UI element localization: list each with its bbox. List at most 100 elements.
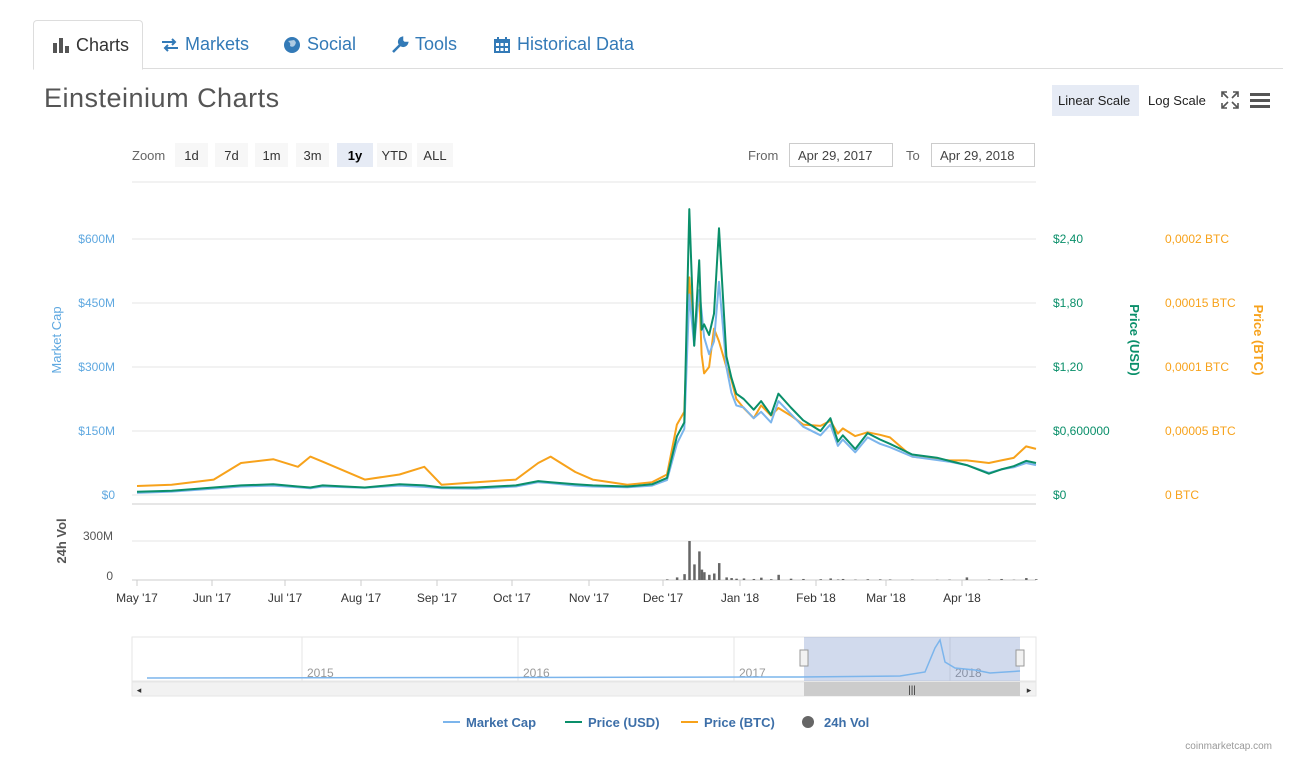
globe-icon <box>283 36 301 54</box>
navigator-series-line <box>146 638 1021 679</box>
volume-bar <box>683 574 686 580</box>
series-line-price-usd- <box>136 208 1037 493</box>
volume-bar <box>735 578 738 580</box>
tab-historical-data[interactable]: Historical Data <box>477 20 650 69</box>
volume-bar <box>866 579 870 580</box>
chart-tabs: Charts Markets Social Tools Historical D… <box>33 20 1283 70</box>
volume-bar <box>841 578 845 580</box>
legend-symbol <box>802 716 814 728</box>
volume-bar <box>819 579 823 580</box>
zoom-all-button[interactable]: ALL <box>417 143 453 167</box>
x-tick-label: Jun '17 <box>193 591 232 605</box>
volume-bar <box>888 579 892 580</box>
menu-icon[interactable] <box>1250 92 1270 113</box>
scrollbar-track <box>131 681 1037 697</box>
linear-scale-button[interactable]: Linear Scale <box>1052 85 1139 116</box>
volume-bar <box>760 577 763 580</box>
scrollbar-grip-icon: ||| <box>908 685 916 696</box>
scrollbar-thumb <box>804 682 1020 696</box>
zoom-1d-button[interactable]: 1d <box>175 143 208 167</box>
log-scale-button[interactable]: Log Scale <box>1148 93 1206 108</box>
volume-bar <box>802 578 805 580</box>
volume-bar <box>708 574 711 580</box>
tab-label: Charts <box>76 34 130 55</box>
tab-label: Historical Data <box>517 34 635 54</box>
page-title: Einsteinium Charts <box>44 83 280 113</box>
x-tick-label: Feb '18 <box>796 591 836 605</box>
y-tick-volume: 0 <box>106 569 113 583</box>
zoom-1y-button[interactable]: 1y <box>337 143 373 167</box>
volume-bar <box>693 564 696 580</box>
to-date-input[interactable]: Apr 29, 2018 <box>931 143 1035 167</box>
scroll-left-arrow-icon: ◂ <box>137 685 142 695</box>
legend-item: Price (USD) <box>588 715 660 730</box>
y-axis-title-volume: 24h Vol <box>54 518 69 563</box>
navigator-year-label: 2015 <box>307 666 334 680</box>
volume-bar <box>717 563 721 580</box>
volume-bar <box>987 579 991 580</box>
navigator-handle-left <box>799 649 809 667</box>
zoom-3m-button[interactable]: 3m <box>296 143 329 167</box>
zoom-1m-button[interactable]: 1m <box>255 143 288 167</box>
navigator <box>131 636 1037 682</box>
wrench-icon <box>391 35 409 54</box>
navigator-year-label: 2016 <box>523 666 550 680</box>
scroll-right-arrow-icon: ▸ <box>1027 685 1032 695</box>
volume-bar <box>713 573 716 580</box>
volume-bar <box>725 577 728 580</box>
tab-label: Markets <box>185 34 250 54</box>
tab-label: Tools <box>415 34 458 54</box>
series-line-price-btc- <box>136 276 1037 487</box>
tab-social[interactable]: Social <box>267 20 372 69</box>
zoom-ytd-button[interactable]: YTD <box>377 143 412 167</box>
legend-item: Price (BTC) <box>704 715 775 730</box>
volume-bar <box>769 579 773 580</box>
y-tick-price-btc: 0,00005 BTC <box>1165 424 1236 438</box>
x-tick-label: Apr '18 <box>943 591 981 605</box>
volume-bar <box>688 541 691 580</box>
y-tick-price-usd: $0 <box>1053 488 1067 502</box>
y-tick-price-btc: 0,0002 BTC <box>1165 232 1229 246</box>
volume-bar <box>675 577 679 580</box>
tab-tools[interactable]: Tools <box>375 20 473 69</box>
navigator-year-label: 2018 <box>955 666 982 680</box>
volume-bar <box>730 578 733 580</box>
volume-bar <box>752 578 756 580</box>
y-tick-market-cap: $300M <box>78 360 115 374</box>
y-axis-title-price-usd: Price (USD) <box>1127 304 1142 376</box>
y-tick-volume: 300M <box>83 529 113 543</box>
fullscreen-icon[interactable] <box>1221 91 1239 114</box>
volume-bar <box>777 574 780 580</box>
y-tick-price-btc: 0,00015 BTC <box>1165 296 1236 310</box>
bar-chart-icon <box>52 37 70 53</box>
y-tick-market-cap: $450M <box>78 296 115 310</box>
x-tick-label: Mar '18 <box>866 591 906 605</box>
y-tick-price-usd: $1,80 <box>1053 296 1083 310</box>
volume-bar <box>742 578 746 580</box>
series-line-market-cap <box>136 280 1037 494</box>
x-tick-label: Sep '17 <box>417 591 458 605</box>
volume-bar <box>965 577 969 580</box>
volume-bar <box>878 579 882 580</box>
y-tick-price-btc: 0 BTC <box>1165 488 1199 502</box>
volume-bar <box>703 572 706 580</box>
zoom-label: Zoom <box>132 148 166 163</box>
volume-bar <box>1000 578 1003 580</box>
volume-bar <box>789 578 793 580</box>
y-tick-market-cap: $600M <box>78 232 115 246</box>
from-date-input[interactable]: Apr 29, 2017 <box>789 143 893 167</box>
navigator-year-label: 2017 <box>739 666 766 680</box>
from-label: From <box>748 148 779 163</box>
x-tick-label: Jan '18 <box>721 591 760 605</box>
y-tick-price-btc: 0,0001 BTC <box>1165 360 1229 374</box>
legend-item: 24h Vol <box>824 715 869 730</box>
calendar-icon <box>493 36 511 54</box>
exchange-icon <box>161 37 179 53</box>
tab-markets[interactable]: Markets <box>145 20 265 69</box>
tab-charts[interactable]: Charts <box>33 20 143 70</box>
navigator-selection <box>804 637 1020 681</box>
tab-label: Social <box>307 34 357 54</box>
volume-bar <box>836 579 840 580</box>
zoom-7d-button[interactable]: 7d <box>215 143 248 167</box>
volume-bar <box>1035 579 1038 580</box>
